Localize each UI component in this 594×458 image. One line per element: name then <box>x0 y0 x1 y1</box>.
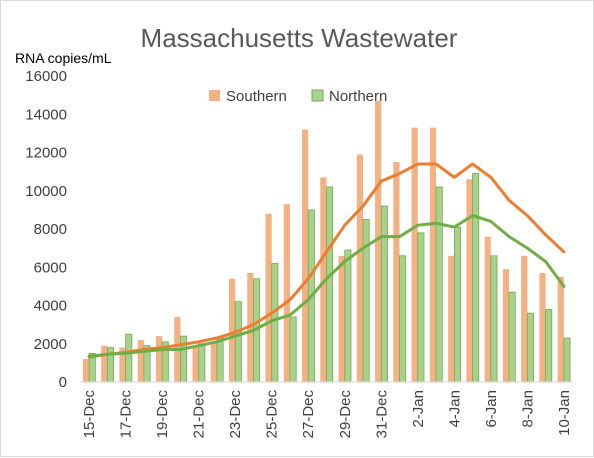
bar-southern <box>448 255 455 382</box>
x-tick-label: 23-Dec <box>227 390 244 439</box>
x-tick-label: 4-Jan <box>446 390 463 428</box>
bar-southern <box>119 347 126 382</box>
bar-northern <box>271 263 279 383</box>
bar-northern <box>399 255 407 383</box>
x-tick-label: 29-Dec <box>337 390 354 439</box>
bar-southern <box>302 129 309 382</box>
x-tick-label: 10-Jan <box>556 390 573 436</box>
bar-northern <box>234 301 242 383</box>
bar-southern <box>283 204 290 382</box>
x-tick-label: 6-Jan <box>483 390 500 428</box>
bar-northern <box>545 308 553 383</box>
bar-southern <box>393 162 400 382</box>
bar-southern <box>557 276 564 382</box>
bar-northern <box>380 205 388 383</box>
bar-southern <box>229 278 236 382</box>
bar-southern <box>265 213 272 382</box>
chart-title: Massachusetts Wastewater <box>141 23 458 53</box>
x-tick-label: 17-Dec <box>118 390 135 439</box>
bar-southern <box>521 255 528 382</box>
bar-southern <box>411 127 418 382</box>
x-tick-label: 31-Dec <box>373 390 390 439</box>
bar-northern <box>490 255 498 383</box>
bar-southern <box>210 341 217 382</box>
bar-southern <box>320 177 327 382</box>
bar-northern <box>216 337 224 383</box>
bars <box>82 100 571 383</box>
y-tick-label: 2000 <box>34 336 67 353</box>
bar-southern <box>338 255 345 382</box>
legend-swatch-southern <box>209 90 220 101</box>
legend-label-southern: Southern <box>226 88 287 105</box>
bar-northern <box>326 186 334 383</box>
x-tick-label: 21-Dec <box>191 390 208 439</box>
y-tick-label: 12000 <box>25 145 67 162</box>
y-tick-labels: 0 2000 4000 6000 8000 10000 12000 14000 16000 <box>25 68 67 391</box>
bar-southern <box>192 347 199 382</box>
trend-line-green <box>87 214 566 358</box>
y-tick-label: 16000 <box>25 68 67 85</box>
bar-southern <box>356 154 364 382</box>
bar-southern <box>82 359 90 382</box>
bar-northern <box>563 337 571 383</box>
bar-southern <box>539 272 546 382</box>
legend-swatch-northern <box>311 89 324 102</box>
bar-northern <box>526 312 534 383</box>
x-tick-label: 19-Dec <box>154 390 171 439</box>
bar-northern <box>125 333 133 383</box>
bar-southern <box>137 339 144 382</box>
bar-southern <box>101 345 108 382</box>
x-tick-label: 2-Jan <box>410 390 427 428</box>
x-tick-labels: 15-Dec 17-Dec 19-Dec 21-Dec 23-Dec 25-Dec 27-D… <box>81 390 573 439</box>
y-tick-label: 14000 <box>25 106 67 123</box>
y-tick-label: 6000 <box>34 259 67 276</box>
y-tick-label: 8000 <box>34 221 67 238</box>
bar-southern <box>502 269 510 382</box>
bar-northern <box>344 249 352 383</box>
bar-northern <box>453 226 461 383</box>
x-tick-label: 25-Dec <box>264 390 281 439</box>
y-axis-label: RNA copies/mL <box>15 50 112 66</box>
y-tick-label: 0 <box>59 374 67 391</box>
legend-label-northern: Northern <box>329 88 387 105</box>
legend: Southern Northern <box>209 88 387 105</box>
trend-lines <box>87 162 566 359</box>
y-tick-label: 10000 <box>25 183 67 200</box>
bar-southern <box>155 336 163 382</box>
x-tick-label: 27-Dec <box>300 390 317 439</box>
bar-southern <box>429 127 437 382</box>
bar-northern <box>289 316 297 383</box>
bar-southern <box>484 236 491 382</box>
bar-northern <box>198 343 206 383</box>
x-tick-label: 15-Dec <box>81 390 98 439</box>
bar-northern <box>472 173 480 383</box>
bar-northern <box>508 291 516 383</box>
trend-line-orange <box>87 162 566 359</box>
bar-northern <box>417 232 425 383</box>
bar-southern <box>375 100 382 383</box>
x-tick-label: 8-Jan <box>519 390 536 428</box>
y-tick-label: 4000 <box>34 298 67 315</box>
bar-southern <box>466 179 473 382</box>
bar-northern <box>435 186 443 383</box>
